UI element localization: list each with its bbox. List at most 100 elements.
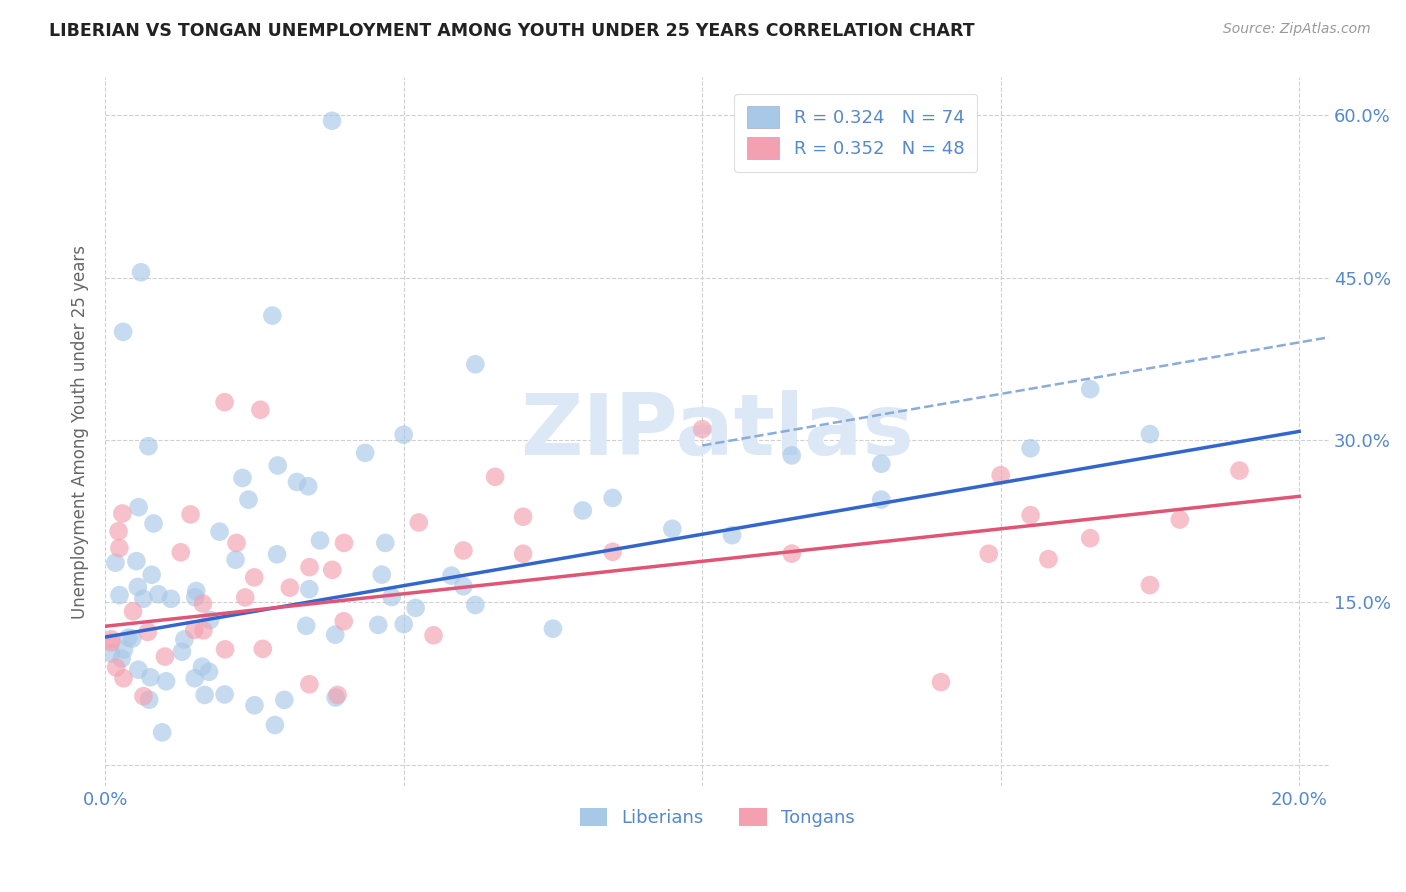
Point <box>108 541 131 555</box>
Point <box>278 581 301 595</box>
Point <box>367 618 389 632</box>
Point <box>1019 442 1042 456</box>
Point <box>273 693 295 707</box>
Point <box>243 698 266 713</box>
Point <box>132 591 155 606</box>
Point <box>408 516 430 530</box>
Point <box>186 584 208 599</box>
Point <box>371 567 394 582</box>
Point <box>100 632 122 647</box>
Point <box>267 458 290 473</box>
Point <box>127 580 149 594</box>
Text: ZIPatlas: ZIPatlas <box>520 391 914 474</box>
Point <box>100 635 122 649</box>
Point <box>780 547 803 561</box>
Point <box>125 554 148 568</box>
Point <box>512 547 534 561</box>
Point <box>121 632 143 646</box>
Point <box>173 632 195 647</box>
Point <box>208 524 231 539</box>
Point <box>170 545 193 559</box>
Point <box>108 588 131 602</box>
Point <box>990 468 1012 483</box>
Point <box>721 528 744 542</box>
Point <box>323 628 346 642</box>
Point <box>264 718 287 732</box>
Point <box>661 522 683 536</box>
Point <box>422 628 444 642</box>
Y-axis label: Unemployment Among Youth under 25 years: Unemployment Among Youth under 25 years <box>72 245 89 619</box>
Point <box>191 597 214 611</box>
Point <box>112 325 135 339</box>
Point <box>243 570 266 584</box>
Point <box>1038 552 1060 566</box>
Point <box>138 439 160 453</box>
Point <box>309 533 332 548</box>
Point <box>112 642 135 657</box>
Point <box>191 659 214 673</box>
Point <box>122 604 145 618</box>
Point <box>295 619 318 633</box>
Point <box>252 641 274 656</box>
Point <box>249 402 271 417</box>
Point <box>325 690 347 705</box>
Point <box>214 395 236 409</box>
Point <box>392 427 415 442</box>
Point <box>1019 508 1042 523</box>
Point <box>977 547 1000 561</box>
Point <box>138 692 160 706</box>
Point <box>453 543 475 558</box>
Point <box>262 309 284 323</box>
Point <box>136 625 159 640</box>
Point <box>266 547 288 561</box>
Point <box>1078 531 1101 545</box>
Point <box>298 560 321 574</box>
Point <box>1078 382 1101 396</box>
Point <box>602 545 624 559</box>
Point <box>104 556 127 570</box>
Point <box>1139 427 1161 442</box>
Point <box>870 457 893 471</box>
Point <box>870 492 893 507</box>
Point <box>298 677 321 691</box>
Point <box>354 446 377 460</box>
Point <box>148 587 170 601</box>
Point <box>1168 512 1191 526</box>
Point <box>155 674 177 689</box>
Legend: Liberians, Tongans: Liberians, Tongans <box>572 800 862 834</box>
Point <box>128 500 150 515</box>
Point <box>321 563 343 577</box>
Point <box>231 471 253 485</box>
Point <box>180 508 202 522</box>
Point <box>572 503 595 517</box>
Point <box>374 536 396 550</box>
Point <box>326 688 349 702</box>
Point <box>214 688 236 702</box>
Point <box>160 591 183 606</box>
Point <box>541 622 564 636</box>
Point <box>107 524 129 539</box>
Point <box>464 357 486 371</box>
Point <box>105 660 128 674</box>
Point <box>484 469 506 483</box>
Point <box>453 579 475 593</box>
Point <box>602 491 624 505</box>
Point <box>464 598 486 612</box>
Text: LIBERIAN VS TONGAN UNEMPLOYMENT AMONG YOUTH UNDER 25 YEARS CORRELATION CHART: LIBERIAN VS TONGAN UNEMPLOYMENT AMONG YO… <box>49 22 974 40</box>
Point <box>285 475 308 489</box>
Point <box>381 590 404 604</box>
Point <box>690 422 713 436</box>
Point <box>117 631 139 645</box>
Point <box>132 689 155 703</box>
Point <box>929 675 952 690</box>
Point <box>153 649 176 664</box>
Point <box>111 651 134 665</box>
Point <box>129 265 152 279</box>
Point <box>198 665 221 679</box>
Point <box>512 509 534 524</box>
Point <box>238 492 260 507</box>
Point <box>225 552 247 566</box>
Point <box>214 642 236 657</box>
Point <box>142 516 165 531</box>
Point <box>112 671 135 685</box>
